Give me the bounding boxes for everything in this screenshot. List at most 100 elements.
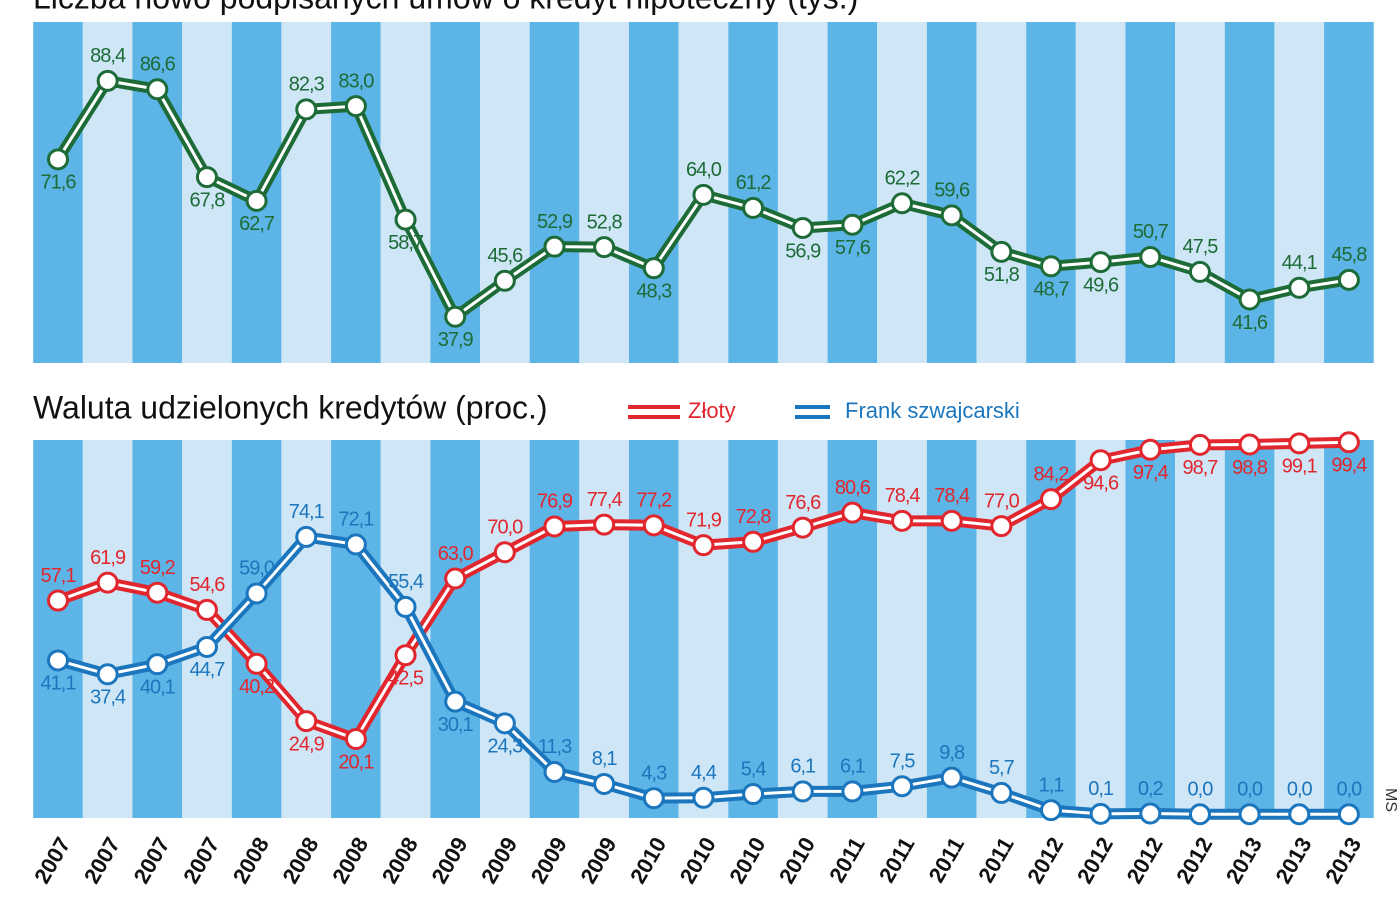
value-label: 98,8 (1232, 457, 1268, 479)
marker (1139, 245, 1162, 268)
marker (146, 653, 169, 676)
marker (96, 571, 119, 594)
marker (593, 772, 616, 795)
stripe (480, 440, 530, 818)
value-label: 9,8 (939, 742, 965, 764)
marker (543, 760, 566, 783)
marker (990, 240, 1013, 263)
marker (1188, 260, 1211, 283)
x-tick-label: 2011 (824, 833, 870, 887)
marker (1238, 433, 1261, 456)
marker (47, 649, 69, 672)
value-label: 48,3 (636, 280, 672, 302)
marker (493, 712, 516, 735)
stripe (1125, 440, 1176, 818)
marker (642, 514, 665, 537)
value-label: 63,0 (438, 543, 474, 565)
value-label: 24,3 (487, 736, 523, 758)
value-label: 20,1 (338, 751, 374, 773)
x-tick-label: 2010 (625, 833, 671, 888)
marker (990, 515, 1013, 538)
x-tick-label: 2007 (129, 833, 175, 888)
value-label: 61,9 (90, 547, 126, 569)
x-tick-label: 2012 (1171, 833, 1217, 888)
stripe (1075, 22, 1126, 363)
value-label: 41,6 (1232, 312, 1268, 334)
x-tick-label: 2008 (228, 833, 274, 888)
value-label: 78,4 (885, 485, 921, 507)
stripe (1175, 22, 1225, 363)
x-tick-label: 2007 (178, 833, 224, 888)
value-label: 44,1 (1282, 252, 1318, 274)
source: MS (1382, 788, 1399, 812)
marker (1089, 802, 1112, 825)
stripe (579, 440, 629, 818)
marker (295, 98, 318, 121)
value-label: 7,5 (890, 750, 916, 772)
stripe (231, 440, 282, 818)
x-tick-label: 2009 (526, 833, 572, 888)
value-label: 41,1 (41, 673, 77, 695)
marker (593, 513, 616, 536)
value-label: 59,0 (239, 558, 275, 580)
stripe (926, 22, 977, 363)
value-label: 45,8 (1331, 244, 1367, 266)
value-label: 48,7 (1034, 279, 1070, 301)
marker (1040, 799, 1062, 822)
marker (444, 690, 467, 713)
marker (394, 595, 417, 618)
stripe (1324, 22, 1374, 363)
stripe (33, 22, 83, 363)
x-tick-label: 2009 (575, 833, 621, 888)
marker (692, 183, 715, 206)
value-label: 58,7 (388, 232, 424, 254)
stripe (926, 440, 977, 818)
value-label: 57,1 (41, 565, 77, 587)
marker (891, 192, 914, 215)
marker (1337, 268, 1360, 291)
value-label: 0,0 (1287, 779, 1313, 801)
legend-label: Frank szwajcarski (845, 398, 1020, 423)
marker (1089, 449, 1112, 472)
marker (692, 786, 715, 809)
x-tick-label: 2012 (1022, 833, 1068, 888)
marker (791, 516, 814, 539)
x-tick-label: 2010 (724, 833, 770, 888)
value-label: 99,1 (1282, 456, 1318, 478)
marker (1040, 488, 1062, 511)
x-tick-label: 2008 (327, 833, 373, 888)
value-label: 4,3 (641, 762, 667, 784)
value-label: 11,3 (538, 736, 572, 758)
stripe (182, 22, 232, 363)
marker (1337, 803, 1360, 826)
value-label: 59,6 (934, 180, 970, 202)
marker (444, 567, 467, 590)
value-label: 77,4 (587, 489, 623, 511)
marker (245, 189, 268, 212)
value-label: 71,9 (686, 509, 722, 531)
stripe (976, 22, 1027, 363)
value-label: 40,2 (239, 676, 275, 698)
marker (742, 196, 765, 219)
marker (1337, 431, 1360, 454)
value-label: 49,6 (1083, 274, 1119, 296)
value-label: 70,0 (487, 517, 523, 539)
marker (146, 581, 169, 604)
marker (940, 204, 963, 227)
value-label: 62,7 (239, 213, 275, 235)
marker (394, 644, 417, 667)
x-tick-label: 2011 (924, 833, 970, 887)
x-tick-label: 2013 (1221, 833, 1267, 888)
value-label: 71,6 (41, 172, 77, 194)
value-label: 4,4 (691, 762, 717, 784)
value-label: 88,4 (90, 45, 126, 67)
value-label: 67,8 (189, 189, 225, 211)
x-tick-label: 2009 (426, 833, 472, 888)
value-label: 47,5 (1182, 236, 1218, 258)
marker (841, 501, 864, 524)
value-label: 37,4 (90, 687, 126, 709)
value-label: 80,6 (835, 477, 871, 499)
marker (1238, 803, 1261, 826)
x-tick-label: 2008 (377, 833, 423, 888)
